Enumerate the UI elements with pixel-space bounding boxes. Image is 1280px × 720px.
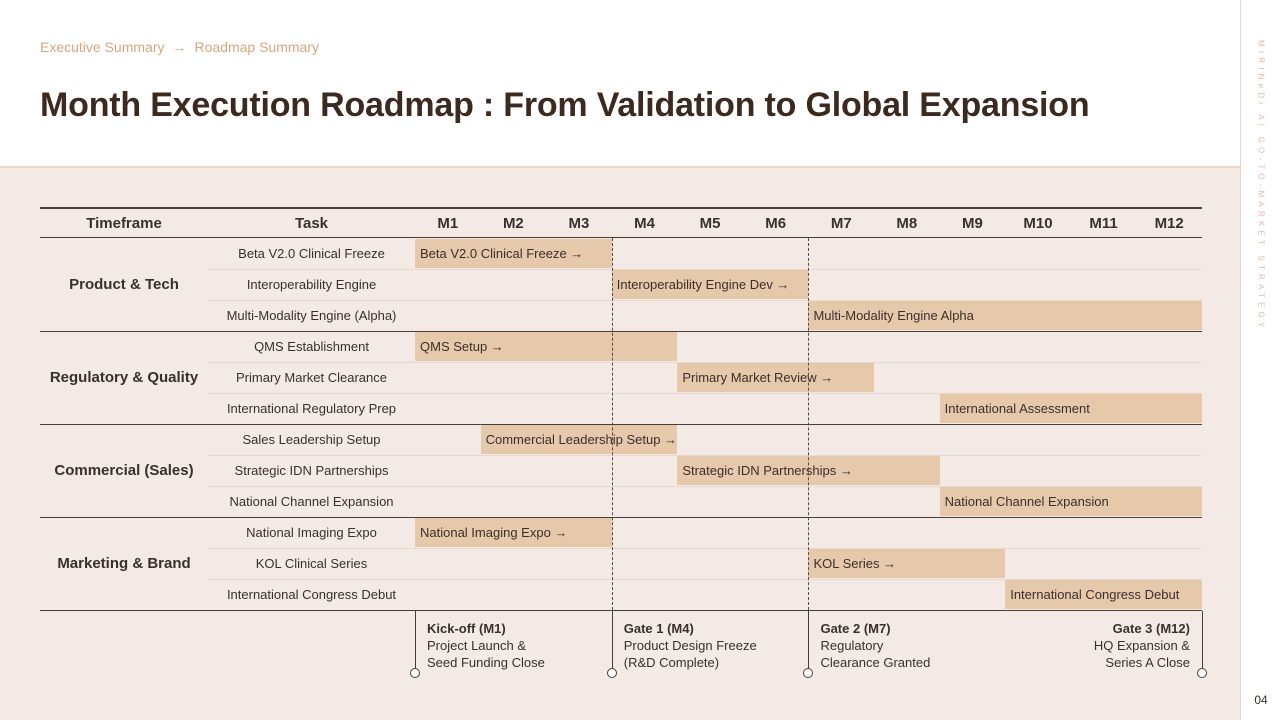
header-month-m3: M3 <box>568 215 590 232</box>
row-divider <box>208 269 1202 270</box>
milestone-line <box>611 611 613 669</box>
group-divider <box>40 517 1202 518</box>
header-month-m8: M8 <box>896 215 918 232</box>
milestone-dot-icon <box>410 668 420 678</box>
header-month-m9: M9 <box>961 215 983 232</box>
row-divider <box>208 393 1202 394</box>
row-divider <box>208 300 1202 301</box>
task-bar: Primary Market Review → <box>677 363 875 392</box>
breadcrumb: Executive Summary → Roadmap Summary <box>40 39 319 55</box>
milestone-description: Seed Funding Close <box>427 655 545 670</box>
milestone-line <box>1201 611 1203 669</box>
task-bar: International Congress Debut <box>1005 580 1202 609</box>
breadcrumb-item-executive-summary[interactable]: Executive Summary <box>40 39 165 55</box>
category-label: Marketing & Brand <box>57 555 191 572</box>
header-month-m7: M7 <box>830 215 852 232</box>
milestone-dot-icon <box>803 668 814 678</box>
header-month-m12: M12 <box>1154 215 1184 232</box>
task-label: International Congress Debut <box>226 587 397 602</box>
milestone-label: Gate 3 (M12) HQ Expansion & Series A Close <box>1094 620 1190 671</box>
header-month-m5: M5 <box>699 215 721 232</box>
row-divider <box>208 486 1202 487</box>
milestone-description: Clearance Granted <box>820 655 931 670</box>
task-label: International Regulatory Prep <box>226 401 397 416</box>
milestone-title: Kick-off (M1) <box>427 621 506 636</box>
row-divider <box>208 362 1202 363</box>
gate-dashed-line <box>808 238 810 610</box>
task-label: Strategic IDN Partnerships <box>234 463 389 478</box>
header-month-m4: M4 <box>634 215 655 232</box>
task-label: Multi-Modality Engine (Alpha) <box>226 308 397 323</box>
header-timeframe: Timeframe <box>86 215 162 232</box>
milestone-description: (R&D Complete) <box>623 655 720 670</box>
task-bar: KOL Series → <box>808 549 1006 578</box>
milestone-label: Kick-off (M1) Project Launch & Seed Fundin… <box>427 620 545 671</box>
task-label: QMS Establishment <box>254 339 369 354</box>
row-divider <box>208 548 1202 549</box>
milestone-dot-icon <box>1196 668 1207 678</box>
milestone-label: Gate 2 (M7) Regulatory Clearance Granted <box>820 620 930 671</box>
row-divider <box>208 579 1202 580</box>
breadcrumb-arrow-icon: → <box>172 39 187 55</box>
category-label: Product & Tech <box>69 276 179 293</box>
roadmap-table: Timeframe Task M1 M2 M3 M4 M5 M6 M7 M8 M9 M10 M11 M12… <box>40 207 1207 678</box>
header: Executive Summary → Roadmap Summary Mont… <box>0 0 1240 168</box>
page-number: 04 <box>1254 693 1268 707</box>
milestone-label: Gate 1 (M4) Product Design Freeze (R&D Com… <box>624 620 757 671</box>
task-label: KOL Clinical Series <box>255 556 368 571</box>
group-divider <box>40 424 1202 425</box>
side-label: MIRINeDi AI GO-TO-MARKET STRATEGY <box>1256 40 1266 332</box>
task-bar: Multi-Modality Engine Alpha <box>808 301 1202 330</box>
task-label: Interoperability Engine <box>246 277 377 292</box>
task-bar: National Imaging Expo → <box>415 518 612 547</box>
row-divider <box>208 455 1202 456</box>
milestone-title: Gate 3 (M12) <box>1112 621 1190 636</box>
task-bar: QMS Setup → <box>415 332 678 361</box>
group-divider <box>40 610 1202 611</box>
header-month-m2: M2 <box>502 215 524 232</box>
category-label: Commercial (Sales) <box>54 462 194 479</box>
task-bar: Beta V2.0 Clinical Freeze → <box>415 239 612 268</box>
breadcrumb-item-roadmap-summary[interactable]: Roadmap Summary <box>194 39 319 55</box>
milestone-description: Project Launch & <box>427 638 527 653</box>
header-month-m11: M11 <box>1089 215 1118 232</box>
task-label: National Channel Expansion <box>229 494 394 509</box>
task-bar: Commercial Leadership Setup → <box>480 425 678 454</box>
table-header-rule <box>40 237 1202 238</box>
milestone-line <box>415 611 416 669</box>
group-divider <box>40 331 1202 332</box>
header-month-m10: M10 <box>1023 215 1053 232</box>
table-top-rule <box>40 207 1202 209</box>
gate-dashed-line <box>611 238 613 610</box>
milestone-description: Regulatory <box>820 638 884 653</box>
milestone-line <box>808 611 810 669</box>
task-label: Beta V2.0 Clinical Freeze <box>238 246 385 261</box>
task-label: Sales Leadership Setup <box>242 432 381 447</box>
category-label: Regulatory & Quality <box>49 369 199 386</box>
header-month-m6: M6 <box>765 215 787 232</box>
page-title: Month Execution Roadmap : From Validatio… <box>40 86 1090 124</box>
header-month-m1: M1 <box>437 215 459 232</box>
header-task: Task <box>294 215 329 232</box>
task-label: Primary Market Clearance <box>236 370 387 385</box>
task-bar: National Channel Expansion <box>939 487 1202 516</box>
milestone-description: HQ Expansion & <box>1093 638 1190 653</box>
task-bar: Interoperability Engine Dev → <box>611 270 809 299</box>
milestone-title: Gate 1 (M4) <box>623 621 694 636</box>
side-strip: MIRINeDi AI GO-TO-MARKET STRATEGY 04 <box>1240 0 1280 720</box>
milestone-title: Gate 2 (M7) <box>820 621 891 636</box>
task-bar: International Assessment <box>939 394 1202 423</box>
milestone-description: Series A Close <box>1105 655 1190 670</box>
task-label: National Imaging Expo <box>246 525 377 540</box>
milestone-description: Product Design Freeze <box>623 638 757 653</box>
milestone-dot-icon <box>606 668 617 678</box>
